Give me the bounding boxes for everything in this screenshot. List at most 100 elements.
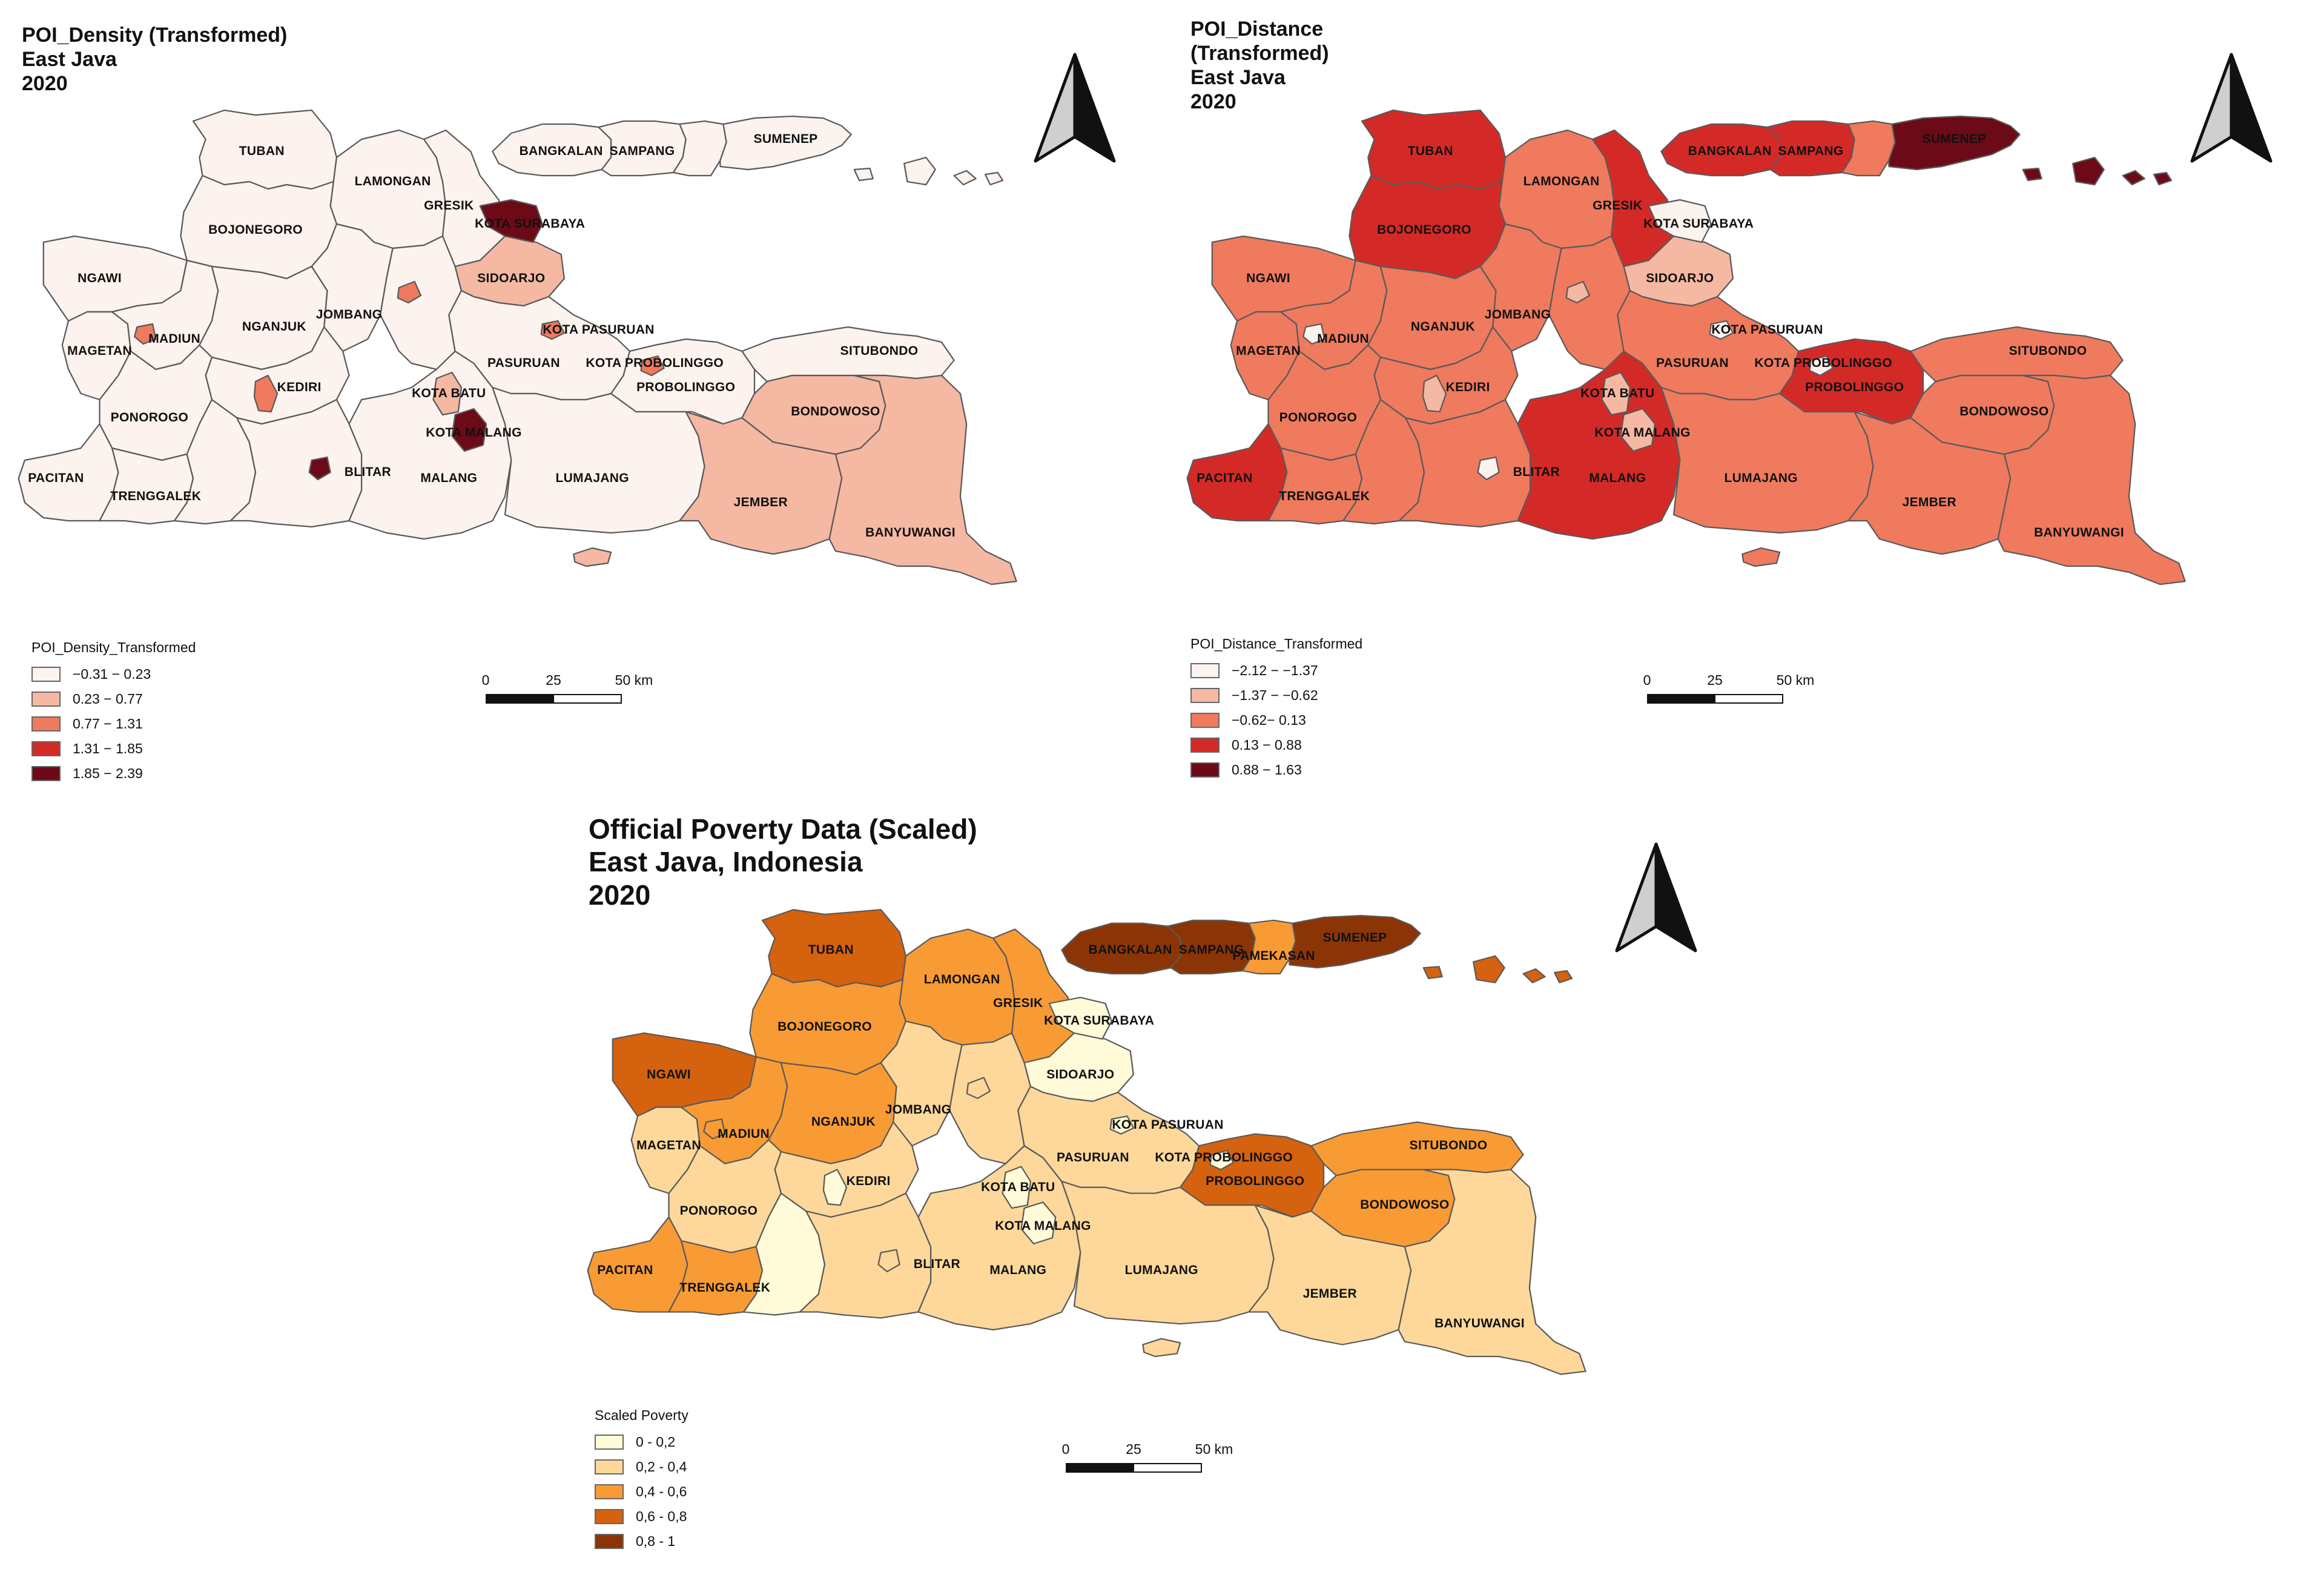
region-label: BANGKALAN <box>1688 144 1772 158</box>
distance-title-line: 2020 <box>1190 90 1236 114</box>
distance-title-line: East Java <box>1190 66 1286 90</box>
legend-swatch <box>31 766 61 781</box>
region-label: KEDIRI <box>1445 380 1490 394</box>
region-label: KOTA PASURUAN <box>1711 323 1823 337</box>
region-label: PASURUAN <box>1056 1150 1129 1164</box>
legend-label: 0.13 − 0.88 <box>1232 737 1302 753</box>
region-label: JEMBER <box>1302 1287 1357 1301</box>
region-label: NGAWI <box>647 1067 691 1082</box>
region-label: SIDOARJO <box>1046 1067 1115 1082</box>
legend-swatch <box>31 692 61 707</box>
region-label: KOTA MALANG <box>995 1218 1091 1233</box>
region-label: KOTA PASURUAN <box>1112 1117 1224 1132</box>
legend-item: 0 - 0,2 <box>595 1430 688 1455</box>
region-label: PONOROGO <box>110 411 189 424</box>
legend-item: 0,6 - 0,8 <box>595 1504 688 1529</box>
region-label: KEDIRI <box>846 1174 891 1188</box>
region-label: LAMONGAN <box>354 174 431 188</box>
legend-label: 0,8 - 1 <box>636 1533 676 1549</box>
legend-title: POI_Distance_Transformed <box>1190 636 1363 652</box>
scale-bar: 0 25 50 km <box>482 672 653 708</box>
north-arrow-icon <box>2190 53 2273 163</box>
legend-item: 0,8 - 1 <box>595 1529 688 1554</box>
region-label: PASURUAN <box>487 356 560 370</box>
region-label: MADIUN <box>718 1126 770 1141</box>
region-label: KOTA MALANG <box>1594 426 1691 440</box>
region-kota-batu <box>1002 1166 1032 1209</box>
legend-item: −0.31 − 0.23 <box>31 662 196 687</box>
legend-label: 1.85 − 2.39 <box>73 765 143 781</box>
region-label: BANYUWANGI <box>1434 1316 1525 1331</box>
region-sumenep <box>1888 115 2021 171</box>
region-label: LUMAJANG <box>555 471 629 485</box>
region-kota-surabaya <box>479 199 543 243</box>
region-kota-pasuruan <box>1709 320 1734 340</box>
scale-tick-label: 25 <box>546 672 561 688</box>
region-label: JEMBER <box>733 495 788 509</box>
legend-swatch <box>1190 688 1220 703</box>
region-label: BANYUWANGI <box>2034 526 2124 540</box>
region-label: LUMAJANG <box>1724 471 1798 485</box>
region-label: BLITAR <box>913 1257 961 1272</box>
region-nusa-barung <box>1142 1338 1181 1358</box>
region-label: KOTA SURABAYA <box>1044 1014 1155 1028</box>
region-label: BLITAR <box>344 465 392 479</box>
region-pamekasan <box>1841 120 1896 177</box>
region-label: SAMPANG <box>1178 942 1244 957</box>
region-label: SIDOARJO <box>1646 271 1714 285</box>
legend-label: 0.23 − 0.77 <box>73 691 143 707</box>
legend-item: −2.12 − −1.37 <box>1190 658 1362 683</box>
region-label: MAGETAN <box>67 344 132 358</box>
region-kota-madiun <box>1302 323 1325 345</box>
region-sumenep <box>1289 914 1421 969</box>
north-arrow-icon <box>1034 53 1116 163</box>
region-label: TRENGGALEK <box>110 489 202 503</box>
scale-bar-segment <box>1066 1463 1134 1473</box>
region-kota-batu <box>1601 371 1631 416</box>
region-label: PONOROGO <box>1279 411 1358 424</box>
region-kota-kediri <box>253 374 279 413</box>
scale-bar-segment <box>1714 694 1783 704</box>
legend-swatch <box>31 741 61 756</box>
legend-label: 0 - 0,2 <box>636 1434 676 1450</box>
region-kota-surabaya <box>1048 997 1112 1040</box>
region-label: BONDOWOSO <box>1360 1198 1450 1212</box>
distance-map-title: POI_Distance (Transformed) East Java 2020 <box>1190 17 1329 114</box>
region-label: NGAWI <box>1246 271 1290 285</box>
scale-tick-label: 50 km <box>1776 672 1815 688</box>
region-kota-mojokerto <box>966 1077 991 1099</box>
region-pamekasan <box>1241 919 1296 975</box>
legend-swatch <box>595 1435 624 1450</box>
legend-swatch <box>31 667 61 682</box>
poverty-map-panel: Official Poverty Data (Scaled) East Java,… <box>569 799 1720 1572</box>
region-label: PONOROGO <box>679 1204 758 1218</box>
region-label: KOTA PROBOLINGGO <box>586 356 724 370</box>
legend-label: 0,4 - 0,6 <box>636 1484 687 1499</box>
region-label: JEMBER <box>1902 495 1956 509</box>
legend-label: 0.77 − 1.31 <box>73 716 143 732</box>
region-label: KOTA PROBOLINGGO <box>1754 356 1893 370</box>
region-label: JOMBANG <box>885 1103 952 1117</box>
region-kota-pasuruan <box>540 320 565 340</box>
legend-swatch <box>595 1459 624 1475</box>
region-kota-pasuruan <box>1109 1115 1134 1135</box>
region-label: TRENGGALEK <box>1279 489 1370 503</box>
region-mojokerto <box>1548 235 1631 371</box>
region-kota-malang <box>451 408 487 452</box>
region-label: KOTA BATU <box>412 386 486 400</box>
density-map-title: POI_Density (Transformed) East Java 2020 <box>22 23 287 96</box>
legend-swatch <box>1190 738 1220 753</box>
region-label: BANYUWANGI <box>865 526 956 540</box>
region-label: LAMONGAN <box>923 972 1000 986</box>
region-label: PROBOLINGGO <box>1805 380 1904 394</box>
scale-bar-segment <box>1133 1463 1202 1473</box>
region-label: SUMENEP <box>1322 931 1387 945</box>
region-label: BOJONEGORO <box>1377 223 1471 237</box>
region-kota-madiun <box>703 1118 726 1140</box>
scale-tick-label: 25 <box>1707 672 1723 688</box>
scale-bar: 0 25 50 km <box>1062 1441 1233 1478</box>
legend-item: 1.85 − 2.39 <box>31 761 196 786</box>
density-map-panel: POI_Density (Transformed) East Java 2020 TU… <box>0 0 1150 805</box>
legend-swatch <box>1190 762 1220 778</box>
region-label: SUMENEP <box>753 132 818 146</box>
